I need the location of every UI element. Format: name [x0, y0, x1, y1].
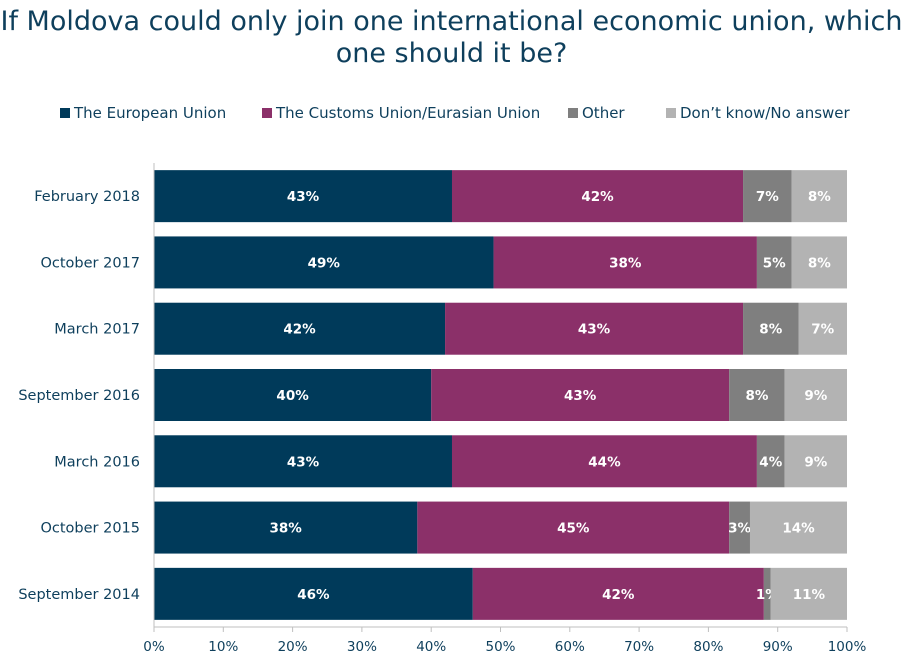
data-label-dont-know: 9% [804, 454, 827, 470]
data-label-other: 8% [759, 322, 782, 338]
data-label-dont-know: 14% [782, 521, 815, 537]
data-label-dont-know: 8% [808, 255, 831, 271]
category-label: February 2018 [34, 189, 140, 205]
data-label-customs-union: 43% [578, 322, 611, 338]
data-label-customs-union: 45% [557, 521, 590, 537]
data-label-eu: 43% [287, 454, 320, 470]
legend-swatch-dont-know [666, 108, 676, 118]
category-label: October 2015 [40, 521, 140, 537]
data-label-eu: 43% [287, 189, 320, 205]
category-label: October 2017 [40, 255, 140, 271]
bar-segment-eu [154, 567, 473, 620]
data-label-dont-know: 9% [804, 388, 827, 404]
x-tick-label: 30% [347, 639, 377, 655]
x-tick-label: 70% [624, 639, 654, 655]
x-tick-label: 90% [763, 639, 793, 655]
bar-segment-dont-know [798, 302, 847, 355]
legend-swatch-eu [60, 108, 70, 118]
x-tick-label: 60% [555, 639, 585, 655]
bar-segment-other [729, 501, 750, 554]
data-label-eu: 46% [297, 587, 330, 603]
data-label-other: 7% [756, 189, 779, 205]
legend-label-customs-union: The Customs Union/Eurasian Union [276, 104, 541, 122]
bar-segment-dont-know [791, 236, 847, 289]
bar-segment-customs-union [493, 236, 757, 289]
x-tick-label: 50% [485, 639, 515, 655]
category-label: March 2016 [54, 454, 140, 470]
data-label-customs-union: 42% [602, 587, 635, 603]
bar-segment-other [729, 369, 785, 421]
category-label: September 2014 [18, 587, 140, 603]
x-tick-label: 100% [828, 639, 867, 655]
bar-segment-dont-know [749, 501, 847, 554]
x-tick-label: 40% [416, 639, 446, 655]
data-label-other: 3% [728, 521, 751, 537]
x-tick-label: 20% [278, 639, 308, 655]
bar-segment-eu [154, 236, 494, 289]
bar-segment-customs-union [431, 369, 730, 421]
bar-segment-eu [154, 435, 452, 488]
bar-segment-customs-union [445, 302, 744, 355]
data-label-other: 8% [745, 388, 768, 404]
data-label-other: 4% [759, 454, 782, 470]
legend-item-eu: The European Union [60, 104, 226, 122]
legend-swatch-other [568, 108, 578, 118]
bar-segment-dont-know [770, 567, 847, 620]
bar-segment-customs-union [451, 170, 744, 223]
data-label-eu: 38% [270, 521, 303, 537]
data-label-customs-union: 38% [609, 255, 642, 271]
bar-segment-other [743, 170, 792, 223]
chart-title: If Moldova could only join one internati… [0, 6, 903, 70]
data-label-other: 5% [763, 255, 786, 271]
data-label-eu: 49% [308, 255, 341, 271]
chart-title-line-1: If Moldova could only join one internati… [0, 6, 903, 37]
bar-segment-customs-union [451, 435, 757, 488]
legend-swatch-customs-union [262, 108, 272, 118]
x-tick-label: 80% [693, 639, 723, 655]
chart-title-line-2: one should it be? [335, 38, 568, 69]
bar-segment-eu [154, 369, 432, 421]
data-label-customs-union: 43% [564, 388, 597, 404]
bar-segment-eu [154, 501, 418, 554]
bar-segment-other [756, 236, 792, 289]
category-label: September 2016 [18, 388, 140, 404]
data-label-customs-union: 44% [588, 454, 621, 470]
data-label-dont-know: 8% [808, 189, 831, 205]
bar-segment-customs-union [472, 567, 764, 620]
data-label-dont-know: 11% [793, 587, 826, 603]
data-label-eu: 42% [283, 322, 316, 338]
bar-segment-other [743, 302, 799, 355]
bar-segment-other [756, 435, 785, 488]
legend-item-customs-union: The Customs Union/Eurasian Union [262, 104, 540, 122]
bar-segment-dont-know [784, 435, 847, 488]
bar-segment-dont-know [784, 369, 847, 421]
legend-item-other: Other [568, 104, 625, 122]
x-tick-label: 0% [143, 639, 165, 655]
legend-item-dont-know: Don’t know/No answer [666, 104, 850, 122]
bar-segment-other [763, 567, 771, 620]
bar-segment-eu [154, 170, 452, 223]
x-tick-label: 10% [208, 639, 238, 655]
category-label: March 2017 [54, 322, 140, 338]
bar-segment-dont-know [791, 170, 847, 223]
data-label-eu: 40% [276, 388, 309, 404]
data-label-customs-union: 42% [581, 189, 614, 205]
legend-label-dont-know: Don’t know/No answer [680, 104, 850, 122]
data-label-dont-know: 7% [811, 322, 834, 338]
legend-label-eu: The European Union [74, 104, 227, 122]
legend-label-other: Other [582, 104, 625, 122]
bar-segment-customs-union [417, 501, 730, 554]
bar-segment-eu [154, 302, 446, 355]
